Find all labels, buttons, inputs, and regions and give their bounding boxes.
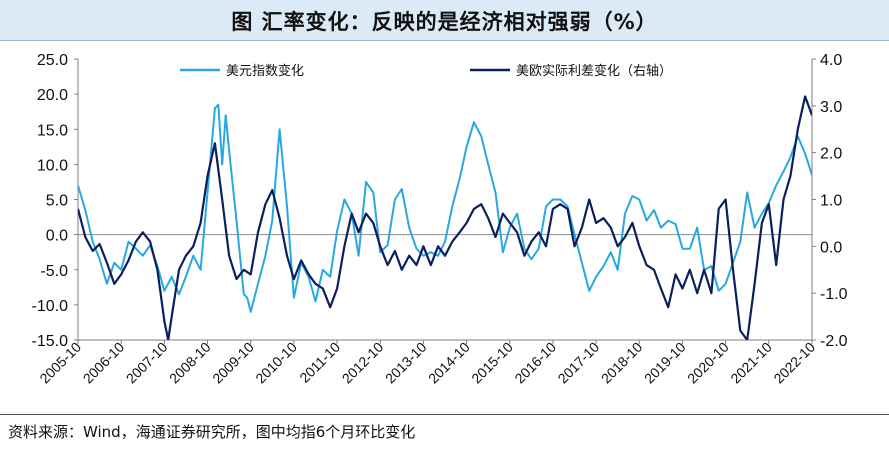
x-tick-label: 2008-10: [166, 339, 214, 387]
left-tick-label: -15.0: [32, 333, 69, 350]
x-tick-label: 2006-10: [80, 339, 128, 387]
title-bar: [0, 0, 889, 41]
x-tick-label: 2013-10: [382, 339, 430, 387]
right-tick-label: 0.0: [820, 239, 842, 256]
left-tick-label: 15.0: [37, 122, 68, 139]
left-tick-label: -5.0: [40, 263, 68, 280]
left-tick-label: 20.0: [37, 87, 68, 104]
x-tick-label: 2015-10: [468, 339, 516, 387]
x-tick-label: 2010-10: [252, 339, 300, 387]
x-tick-label: 2018-10: [598, 339, 646, 387]
x-tick-label: 2011-10: [296, 339, 343, 386]
chart-title: 图 汇率变化：反映的是经济相对强弱（%）: [231, 10, 658, 34]
x-tick-label: 2016-10: [511, 339, 559, 387]
x-tick-label: 2022-10: [770, 339, 818, 387]
right-tick-label: -1.0: [820, 286, 848, 303]
left-tick-label: -10.0: [32, 298, 69, 315]
x-tick-label: 2020-10: [684, 339, 732, 387]
left-tick-label: 5.0: [46, 193, 68, 210]
right-tick-label: 1.0: [820, 193, 842, 210]
chart-canvas: 25.0 20.0 15.0 10.0 5.0 0.0 -5.0 -10.0 -15.0 4.0 3…: [32, 52, 848, 387]
x-tick-label: 2007-10: [123, 339, 171, 387]
right-tick-label: 4.0: [820, 52, 842, 69]
left-tick-label: 10.0: [37, 157, 68, 174]
left-tick-label: 25.0: [37, 52, 68, 69]
legend-label-2: 美欧实际利差变化（右轴）: [516, 63, 672, 79]
x-tick-label: 2012-10: [339, 339, 387, 387]
x-tick-label: 2021-10: [727, 339, 775, 387]
legend-label-1: 美元指数变化: [226, 63, 304, 79]
x-tick-label: 2009-10: [209, 339, 257, 387]
footer-divider: [0, 414, 889, 415]
x-tick-label: 2017-10: [555, 339, 603, 387]
left-tick-label: 0.0: [46, 228, 68, 245]
series-line-2: [78, 95, 812, 340]
x-tick-label: 2019-10: [641, 339, 689, 387]
right-tick-label: 3.0: [820, 99, 842, 116]
right-tick-label: 2.0: [820, 146, 842, 163]
right-tick-label: -2.0: [820, 333, 848, 350]
source-note: 资料来源：Wind，海通证券研究所，图中均指6个月环比变化: [8, 423, 416, 441]
x-tick-label: 2014-10: [425, 339, 473, 387]
